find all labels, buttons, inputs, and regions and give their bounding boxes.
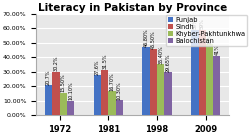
Text: 30.2%: 30.2%: [54, 56, 59, 71]
Text: 45.50%: 45.50%: [151, 30, 156, 49]
Bar: [108, 91, 116, 115]
Bar: [213, 56, 220, 115]
Text: 20.7%: 20.7%: [46, 69, 51, 85]
Bar: [164, 72, 172, 115]
Text: 10.30%: 10.30%: [117, 81, 122, 100]
Legend: Punjab, Sindh, Khyber-Pakhtunkhwa, Balochistan: Punjab, Sindh, Khyber-Pakhtunkhwa, Baloc…: [166, 15, 248, 46]
Text: 10.10%: 10.10%: [68, 82, 73, 100]
Bar: [94, 75, 101, 115]
Bar: [45, 85, 52, 115]
Bar: [52, 72, 60, 115]
Title: Literacy in Pakistan by Province: Literacy in Pakistan by Province: [38, 3, 227, 13]
Text: 31.5%: 31.5%: [102, 54, 107, 69]
Text: 41%: 41%: [214, 45, 219, 55]
Text: 35.40%: 35.40%: [158, 45, 163, 64]
Bar: [157, 64, 164, 115]
Text: 29.65%: 29.65%: [166, 53, 170, 72]
Text: 59%: 59%: [192, 18, 198, 29]
Text: 16.70%: 16.70%: [110, 72, 114, 91]
Bar: [198, 30, 206, 115]
Bar: [116, 101, 123, 115]
Text: 46.80%: 46.80%: [144, 28, 148, 47]
Text: 15.50%: 15.50%: [61, 74, 66, 92]
Bar: [142, 47, 150, 115]
Bar: [60, 93, 67, 115]
Bar: [101, 70, 108, 115]
Bar: [67, 101, 74, 115]
Text: 59%: 59%: [200, 18, 205, 29]
Bar: [206, 44, 213, 115]
Text: 27.6%: 27.6%: [95, 59, 100, 75]
Bar: [150, 49, 157, 115]
Text: 10%: 10%: [207, 33, 212, 44]
Bar: [191, 30, 198, 115]
